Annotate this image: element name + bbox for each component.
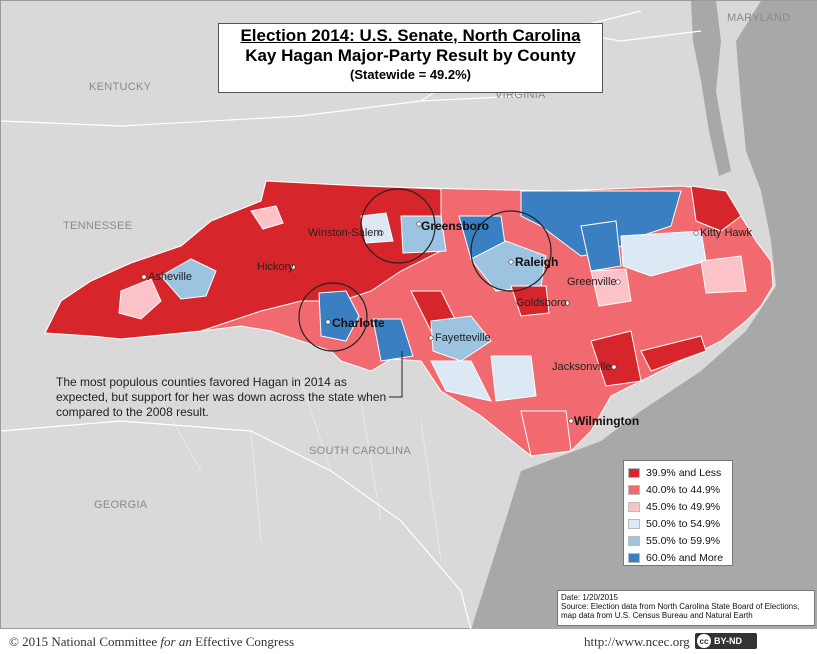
source-date: Date: 1/20/2015 [561, 593, 618, 602]
legend: 39.9% and Less 40.0% to 44.9% 45.0% to 49.… [623, 460, 733, 566]
circle-triad [360, 188, 436, 264]
title-line-2: Kay Hagan Major-Party Result by County [245, 46, 576, 65]
legend-swatch [628, 535, 640, 546]
county-johnston [510, 285, 550, 317]
legend-label: 50.0% to 54.9% [646, 517, 721, 530]
circle-triangle [470, 210, 552, 292]
title-box: Election 2014: U.S. Senate, North Caroli… [218, 23, 603, 93]
footer: © 2015 National Committee for an Effecti… [0, 629, 817, 654]
county-hyde [700, 255, 747, 294]
copyright-italic: for an [160, 634, 192, 649]
city-jacksonville: Jacksonville [552, 361, 612, 373]
source-line-2: map data from U.S. Census Bureau and Nat… [561, 611, 753, 620]
city-raleigh: Raleigh [515, 255, 559, 269]
map-canvas: KENTUCKY VIRGINIA MARYLAND TENNESSEE SOU… [0, 0, 817, 630]
state-label-tennessee: TENNESSEE [63, 220, 133, 232]
state-label-south-carolina: SOUTH CAROLINA [309, 445, 411, 457]
state-label-kentucky: KENTUCKY [89, 81, 152, 93]
legend-swatch [628, 484, 640, 495]
county-robeson [430, 360, 492, 402]
county-anson [372, 318, 414, 362]
copyright-prefix: © 2015 National Committee [9, 634, 161, 649]
county-carteret [640, 335, 707, 372]
county-brunswick [520, 410, 572, 457]
legend-item: 50.0% to 54.9% [628, 515, 732, 532]
source-box: Date: 1/20/2015 Source: Election data fr… [557, 590, 815, 626]
legend-label: 60.0% and More [646, 551, 724, 564]
copyright: © 2015 National Committee for an Effecti… [9, 634, 294, 650]
county-pitt [590, 268, 632, 307]
city-charlotte: Charlotte [332, 316, 385, 330]
city-greensboro: Greensboro [421, 219, 490, 233]
title-line-3: (Statewide = 49.2%) [349, 67, 472, 82]
city-greenville: Greenville [567, 276, 617, 288]
legend-swatch [628, 552, 640, 563]
county-sw [118, 278, 162, 320]
county-cumberland [430, 315, 492, 362]
legend-label: 55.0% to 59.9% [646, 534, 721, 547]
legend-item: 60.0% and More [628, 549, 732, 566]
state-label-georgia: GEORGIA [94, 499, 148, 511]
copyright-suffix: Effective Congress [191, 634, 295, 649]
county-mecklenburg [318, 290, 360, 342]
legend-label: 40.0% to 44.9% [646, 483, 721, 496]
county-forsyth [360, 212, 394, 244]
sc-county-lines [150, 380, 442, 562]
license-badge[interactable]: cc BY-ND [695, 633, 757, 649]
city-fayetteville: Fayetteville [435, 332, 491, 344]
legend-item: 40.0% to 44.9% [628, 481, 732, 498]
legend-item: 39.9% and Less [628, 464, 732, 481]
county-bladen [490, 355, 537, 402]
legend-swatch [628, 501, 640, 512]
legend-swatch [628, 518, 640, 529]
chesapeake-bay [691, 1, 731, 176]
title-line-1: Election 2014: U.S. Senate, North Caroli… [240, 26, 581, 45]
legend-label: 39.9% and Less [646, 466, 722, 479]
legend-item: 45.0% to 49.9% [628, 498, 732, 515]
legend-label: 45.0% to 49.9% [646, 500, 721, 513]
county-asheville [160, 258, 217, 300]
source-line-1: Source: Election data from North Carolin… [561, 602, 800, 611]
county-coast-red [690, 185, 742, 232]
legend-item: 55.0% to 59.9% [628, 532, 732, 549]
county-onslow [590, 330, 642, 387]
website-link[interactable]: http://www.ncec.org [584, 634, 690, 649]
city-asheville: Asheville [148, 271, 193, 283]
license-label: BY-ND [714, 636, 743, 646]
county-edgecombe [580, 220, 622, 272]
state-label-maryland: MARYLAND [727, 12, 791, 24]
county-ne-light [620, 230, 707, 277]
city-wilmington: Wilmington [574, 414, 640, 428]
annotation-leader [389, 351, 403, 398]
legend-swatch [628, 467, 640, 478]
city-hickory: Hickory [257, 261, 294, 273]
circle-charlotte [298, 282, 368, 352]
city-kitty-hawk: Kitty Hawk [700, 227, 752, 239]
city-dots [141, 221, 699, 424]
annotation-text: The most populous counties favored Hagan… [56, 375, 387, 419]
cc-icon: cc [697, 634, 711, 648]
city-winston-salem: Winston-Salem [308, 227, 383, 239]
city-goldsboro: Goldsboro [516, 297, 567, 309]
county-watauga [250, 205, 284, 230]
